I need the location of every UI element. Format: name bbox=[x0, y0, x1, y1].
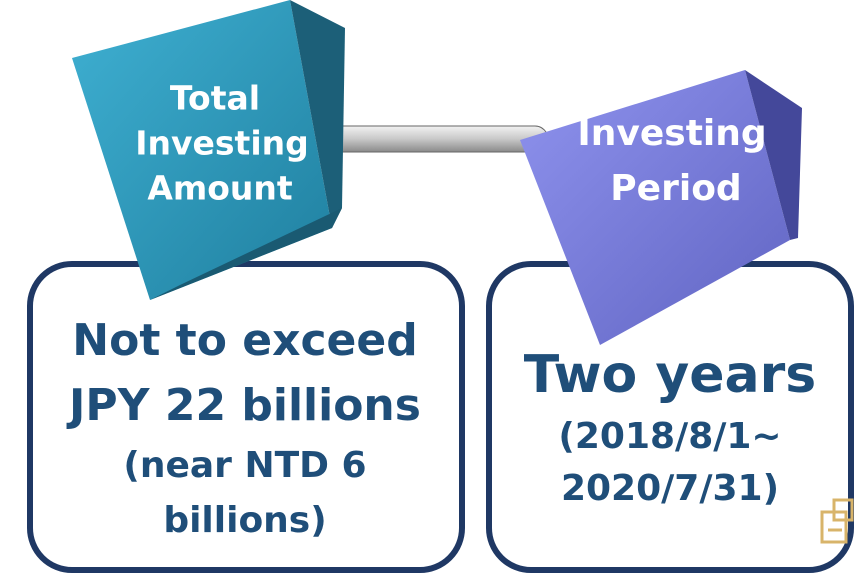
cube-label: Investing bbox=[577, 113, 766, 154]
cube-label: Period bbox=[610, 168, 741, 209]
box-text: Not to exceed bbox=[72, 315, 417, 366]
box-text: (2018/8/1~ bbox=[558, 416, 781, 457]
box-text: JPY 22 billions bbox=[66, 380, 421, 431]
diagram: Total Investing Amount Investing Period … bbox=[0, 0, 859, 576]
connector bbox=[318, 126, 548, 152]
cube-label: Total bbox=[170, 79, 260, 118]
cube-label: Investing bbox=[135, 124, 309, 163]
box-text: Two years bbox=[524, 345, 816, 405]
cube-label: Amount bbox=[147, 169, 293, 208]
box-text: billions) bbox=[163, 500, 326, 541]
box-text: 2020/7/31) bbox=[561, 468, 779, 509]
box-text: (near NTD 6 bbox=[123, 445, 366, 486]
